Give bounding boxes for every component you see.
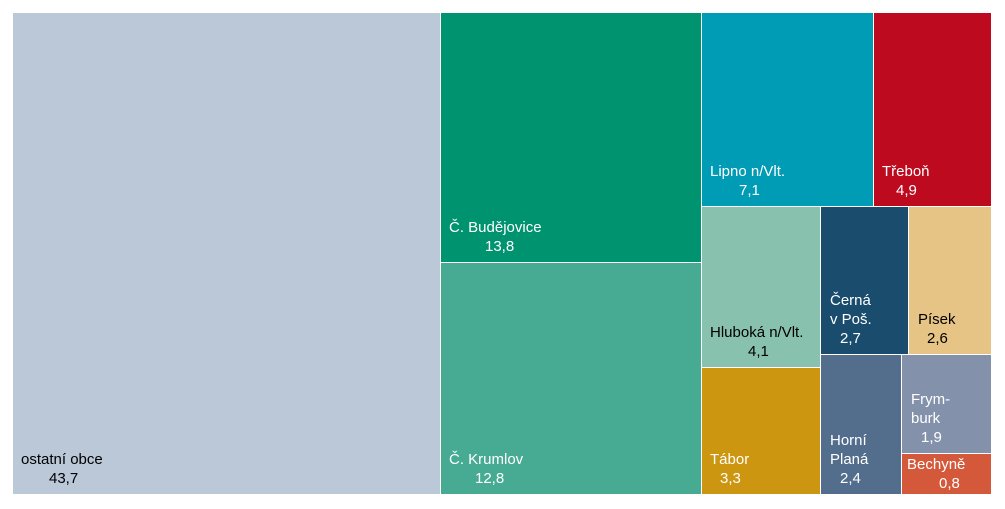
treemap-tile: Hluboká n/Vlt. 4,1 — [702, 207, 820, 367]
tile-value: 4,9 — [896, 182, 917, 199]
tile-name: Č. Budějovice — [449, 219, 542, 236]
tile-label: Bechyně 0,8 — [907, 455, 965, 493]
tile-label: Třeboň 4,9 — [882, 162, 930, 200]
tile-name: Frym-burk — [911, 391, 951, 427]
tile-label: Hluboká n/Vlt. 4,1 — [710, 323, 803, 361]
tile-label: Písek 2,6 — [918, 310, 956, 348]
treemap-tile: Frym-burk 1,9 — [902, 355, 991, 453]
treemap-tile: Černá v Poš. 2,7 — [821, 207, 908, 354]
tile-value: 7,1 — [739, 182, 760, 199]
tile-label: Frym-burk 1,9 — [911, 390, 950, 447]
tile-value: 1,9 — [921, 429, 942, 446]
tile-value: 2,7 — [840, 330, 861, 347]
tile-name: Písek — [918, 311, 956, 328]
tile-value: 4,1 — [748, 343, 769, 360]
tile-label: Č. Budějovice 13,8 — [449, 218, 542, 256]
tile-label: Černá v Poš. 2,7 — [830, 291, 872, 348]
treemap-tile: Lipno n/Vlt. 7,1 — [702, 13, 873, 206]
treemap-tile: Č. Budějovice 13,8 — [441, 13, 701, 262]
tile-label: Tábor 3,3 — [710, 450, 749, 488]
tile-name: Třeboň — [882, 163, 930, 180]
tile-name: Černá v Poš. — [830, 292, 872, 328]
treemap-tile: Třeboň 4,9 — [874, 13, 991, 206]
tile-label: ostatní obce 43,7 — [21, 450, 103, 488]
tile-name: Č. Krumlov — [449, 451, 524, 468]
treemap-tile: Č. Krumlov 12,8 — [441, 263, 701, 494]
tile-value: 3,3 — [720, 470, 741, 487]
tile-name: Lipno n/Vlt. — [710, 163, 786, 180]
tile-value: 13,8 — [485, 238, 515, 255]
tile-label: Horní Planá 2,4 — [830, 431, 868, 488]
treemap-tile: Bechyně 0,8 — [902, 454, 991, 494]
tile-label: Lipno n/Vlt. 7,1 — [710, 162, 785, 200]
tile-value: 0,8 — [939, 475, 960, 492]
tile-value: 2,6 — [927, 330, 948, 347]
tile-label: Č. Krumlov 12,8 — [449, 450, 523, 488]
treemap-tile: Písek 2,6 — [909, 207, 991, 354]
tile-value: 12,8 — [475, 470, 505, 487]
treemap-tile: ostatní obce 43,7 — [13, 13, 440, 494]
tile-name: Hluboká n/Vlt. — [710, 324, 804, 341]
tile-name: ostatní obce — [21, 451, 103, 468]
tile-value: 43,7 — [49, 470, 79, 487]
tile-name: Bechyně — [907, 456, 966, 473]
treemap-tile: Horní Planá 2,4 — [821, 355, 901, 494]
tile-value: 2,4 — [840, 470, 861, 487]
treemap-tile: Tábor 3,3 — [702, 368, 820, 494]
tile-name: Tábor — [710, 451, 750, 468]
tile-name: Horní Planá — [830, 432, 869, 468]
